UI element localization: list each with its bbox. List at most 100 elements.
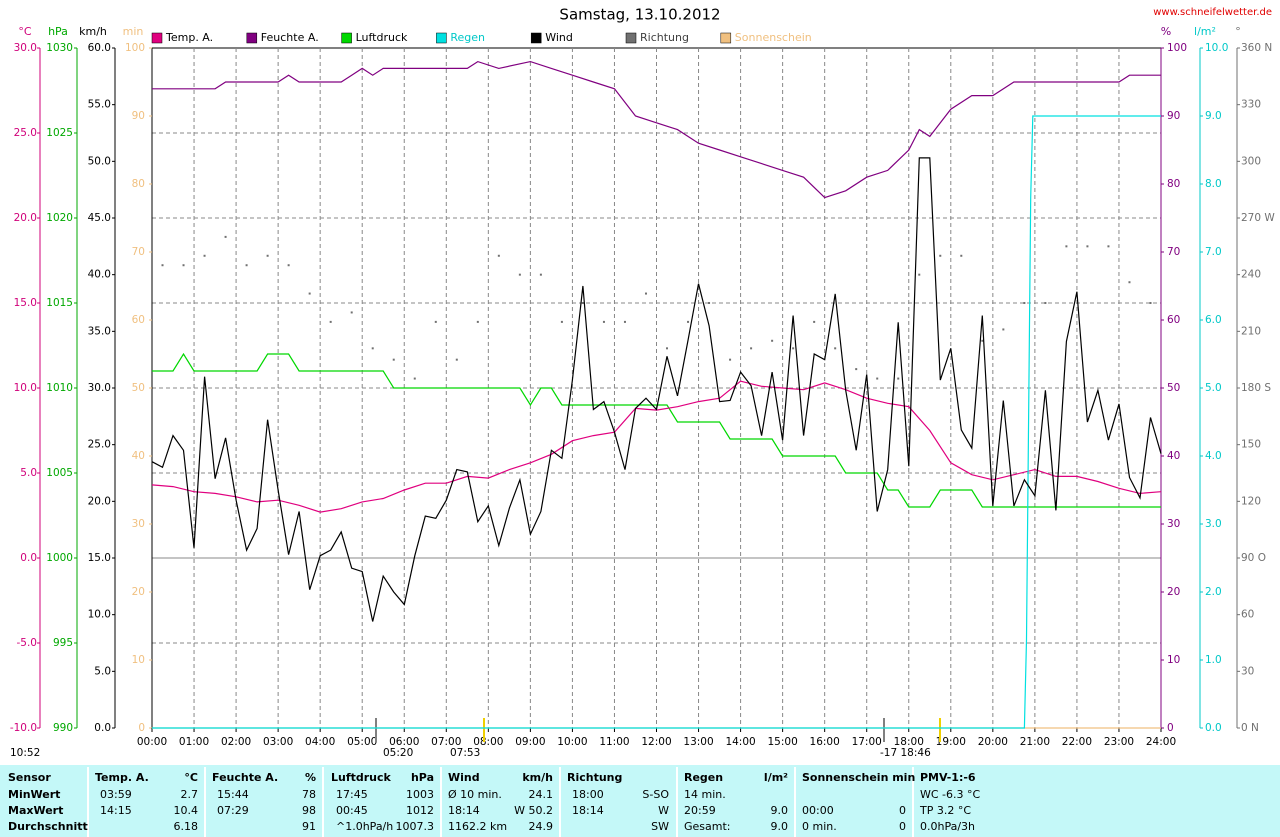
y-tick-label: 45.0: [88, 212, 111, 224]
x-tick-label: 00:00: [137, 736, 167, 748]
direction-dot: [1023, 302, 1026, 304]
y-tick-label: 1025: [46, 127, 73, 139]
direction-dot: [644, 292, 647, 295]
y-tick-label: 2.0: [1205, 586, 1222, 598]
y-tick-label: -5.0: [17, 637, 38, 649]
table-row-label: MinWert: [8, 788, 60, 801]
y-tick-label: 10: [132, 654, 145, 666]
y-tick-label: 6.0: [1205, 314, 1222, 326]
table-cell: 14:15: [100, 804, 132, 817]
direction-dot: [876, 377, 879, 380]
table-cell: 18:14: [448, 804, 480, 817]
axis-unit: °: [1235, 25, 1241, 38]
direction-dot: [897, 377, 900, 380]
direction-dot: [834, 347, 837, 350]
direction-dot: [729, 358, 732, 361]
table-header: Richtung: [567, 771, 622, 784]
y-tick-label: 60.0: [88, 42, 111, 54]
y-tick-label: 15.0: [14, 297, 37, 309]
y-tick-label: 0.0: [1205, 722, 1222, 734]
y-tick-label: 1010: [46, 382, 73, 394]
x-tick-label: 03:00: [263, 736, 293, 748]
table-header: Wind: [448, 771, 480, 784]
x-tick-label: 22:00: [1062, 736, 1092, 748]
y-tick-label: 90: [132, 110, 145, 122]
y-tick-label: 30.0: [88, 382, 111, 394]
y-tick-label: 1005: [46, 467, 73, 479]
table-cell: 0: [899, 804, 906, 817]
table-cell: ^1.0hPa/h: [336, 820, 393, 833]
table-cell: 78: [302, 788, 316, 801]
table-header: %: [305, 771, 316, 784]
y-tick-label: 20.0: [14, 212, 37, 224]
y-tick-label: 55.0: [88, 99, 111, 111]
table-cell: 24.1: [529, 788, 554, 801]
direction-dot: [581, 302, 584, 304]
direction-dot: [182, 264, 185, 267]
y-tick-label: 60: [1167, 314, 1180, 326]
table-header: Temp. A.: [95, 771, 149, 784]
direction-dot: [1086, 245, 1089, 248]
x-tick-label: 12:00: [641, 736, 671, 748]
direction-dot: [266, 254, 269, 257]
y-tick-label: 20.0: [88, 495, 111, 507]
legend-label: Sonnenschein: [735, 31, 812, 44]
y-tick-label: 100: [125, 42, 145, 54]
y-tick-label: 1030: [46, 42, 73, 54]
direction-dot: [855, 368, 858, 371]
x-tick-label: 09:00: [515, 736, 545, 748]
y-tick-label: 1000: [46, 552, 73, 564]
table-cell: SW: [651, 820, 669, 833]
axis-unit: km/h: [79, 25, 107, 38]
table-cell: 0.0hPa/3h: [920, 820, 975, 833]
legend-swatch: [625, 32, 637, 44]
y-tick-label: 90: [1167, 110, 1180, 122]
table-cell: 17:45: [336, 788, 368, 801]
y-tick-label: 15.0: [88, 552, 111, 564]
table-row-label: Durchschnitt: [8, 820, 88, 833]
table-header: PMV-1:-6: [920, 771, 976, 784]
x-tick-label: 18:00: [894, 736, 924, 748]
y-tick-label: 995: [53, 637, 73, 649]
x-tick-label: 16:00: [810, 736, 840, 748]
table-cell: 0 min.: [802, 820, 837, 833]
x-tick-label: 08:00: [473, 736, 503, 748]
annotation: -17 18:46: [880, 747, 931, 759]
direction-dot: [1002, 328, 1005, 331]
x-tick-label: 14:00: [725, 736, 755, 748]
axis-unit: l/m²: [1194, 25, 1216, 38]
y-tick-label: 1.0: [1205, 654, 1222, 666]
table-cell: 98: [302, 804, 316, 817]
table-cell: 07:29: [217, 804, 249, 817]
y-tick-label: 1015: [46, 297, 73, 309]
y-tick-label: 70: [1167, 246, 1180, 258]
x-tick-label: 13:00: [683, 736, 713, 748]
table-cell: 1162.2 km: [448, 820, 507, 833]
x-tick-label: 23:00: [1104, 736, 1134, 748]
y-tick-label: 50: [132, 382, 145, 394]
y-tick-label: 240: [1241, 269, 1261, 281]
table-cell: 10.4: [174, 804, 199, 817]
table-cell: 9.0: [771, 804, 789, 817]
table-cell: 20:59: [684, 804, 716, 817]
chart-title: Samstag, 13.10.2012: [559, 6, 720, 24]
x-tick-label: 02:00: [221, 736, 251, 748]
y-tick-label: 0: [1167, 722, 1174, 734]
annotation: 05:20: [383, 747, 413, 759]
series-line: [151, 157, 1162, 622]
y-tick-label: 7.0: [1205, 246, 1222, 258]
legend-label: Richtung: [640, 31, 689, 44]
y-tick-label: 40.0: [88, 269, 111, 281]
axis-unit: min: [123, 25, 144, 38]
y-tick-label: 70: [132, 246, 145, 258]
table-cell: TP 3.2 °C: [919, 804, 971, 817]
direction-dot: [750, 347, 753, 350]
x-tick-label: 11:00: [599, 736, 629, 748]
table-header: Sensor: [8, 771, 51, 784]
table-cell: 03:59: [100, 788, 132, 801]
direction-dot: [287, 264, 290, 267]
direction-dot: [392, 358, 395, 361]
table-header: Luftdruck: [331, 771, 392, 784]
y-tick-label: 10.0: [1205, 42, 1228, 54]
y-tick-label: -10.0: [10, 722, 37, 734]
